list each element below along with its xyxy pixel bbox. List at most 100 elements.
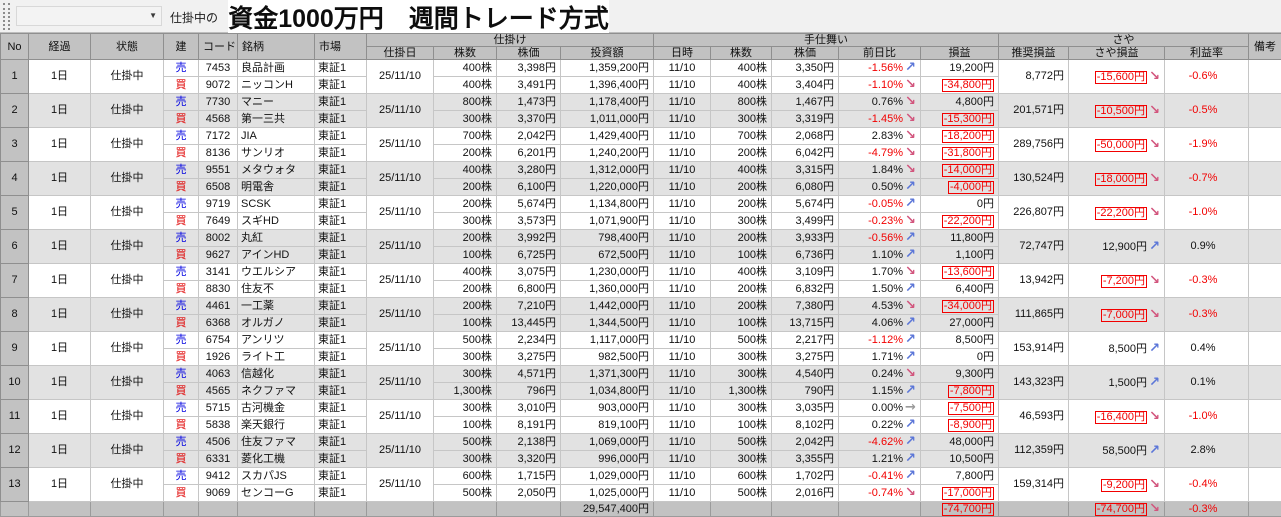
cell-profit-rate[interactable]: -1.0% [1165, 400, 1249, 434]
cell-amount[interactable]: 1,025,000円 [561, 485, 654, 502]
cell-note[interactable] [1249, 298, 1281, 332]
cell-code[interactable]: 6508 [199, 179, 238, 196]
cell-day-change[interactable]: -1.45%↘ [839, 111, 921, 128]
cell-day-change[interactable]: -4.79%↘ [839, 145, 921, 162]
cell-name[interactable]: ニッコンH [238, 77, 315, 94]
cell-pnl[interactable]: -4,000円 [921, 179, 999, 196]
cell-exit-date[interactable]: 11/10 [654, 451, 711, 468]
cell-saya-pnl[interactable]: 58,500円↗ [1069, 434, 1165, 468]
cell-pnl[interactable]: 27,000円 [921, 315, 999, 332]
cell-no[interactable]: 5 [1, 196, 29, 230]
cell-amount[interactable]: 1,429,400円 [561, 128, 654, 145]
cell-day-change[interactable]: 1.70%↘ [839, 264, 921, 281]
cell-profit-rate[interactable]: -0.6% [1165, 60, 1249, 94]
cell-side[interactable]: 売 [164, 332, 199, 349]
cell-pnl[interactable]: -8,900円 [921, 417, 999, 434]
cell-pnl[interactable]: 1,100円 [921, 247, 999, 264]
cell-name[interactable]: アインHD [238, 247, 315, 264]
cell-exit-shares[interactable]: 400株 [711, 60, 772, 77]
cell-name[interactable]: 良品計画 [238, 60, 315, 77]
cell-entry-date[interactable]: 25/11/10 [367, 264, 434, 298]
cell-entry-date[interactable]: 25/11/10 [367, 128, 434, 162]
cell-amount[interactable]: 1,220,000円 [561, 179, 654, 196]
cell-note[interactable] [1249, 264, 1281, 298]
cell-day-change[interactable]: -4.62%↗ [839, 434, 921, 451]
cell-code[interactable]: 8002 [199, 230, 238, 247]
cell-side[interactable]: 売 [164, 60, 199, 77]
cell-exit-date[interactable]: 11/10 [654, 230, 711, 247]
cell-code[interactable]: 7453 [199, 60, 238, 77]
cell-status[interactable]: 仕掛中 [91, 366, 164, 400]
cell-exit-shares[interactable]: 200株 [711, 196, 772, 213]
cell-price[interactable]: 6,725円 [497, 247, 561, 264]
cell-saya-pnl[interactable]: -22,200円↘ [1069, 196, 1165, 230]
cell-amount[interactable]: 1,230,000円 [561, 264, 654, 281]
cell-saya-pnl[interactable]: -9,200円↘ [1069, 468, 1165, 502]
cell-day-change[interactable]: 2.83%↘ [839, 128, 921, 145]
cell-pnl[interactable]: -34,800円 [921, 77, 999, 94]
cell-code[interactable]: 6331 [199, 451, 238, 468]
cell-pnl[interactable]: 6,400円 [921, 281, 999, 298]
cell-no[interactable]: 12 [1, 434, 29, 468]
cell-market[interactable]: 東証1 [315, 264, 367, 281]
cell-shares[interactable]: 100株 [434, 315, 497, 332]
cell-shares[interactable]: 600株 [434, 468, 497, 485]
cell-shares[interactable]: 1,300株 [434, 383, 497, 400]
total-name[interactable] [238, 502, 315, 517]
cell-saya-pnl[interactable]: -16,400円↘ [1069, 400, 1165, 434]
cell-shares[interactable]: 200株 [434, 145, 497, 162]
cell-day-change[interactable]: 0.24%↘ [839, 366, 921, 383]
cell-note[interactable] [1249, 94, 1281, 128]
cell-entry-date[interactable]: 25/11/10 [367, 196, 434, 230]
cell-day-change[interactable]: -0.41%↗ [839, 468, 921, 485]
cell-shares[interactable]: 200株 [434, 196, 497, 213]
cell-note[interactable] [1249, 332, 1281, 366]
cell-day-change[interactable]: -0.56%↗ [839, 230, 921, 247]
cell-note[interactable] [1249, 196, 1281, 230]
cell-amount[interactable]: 996,000円 [561, 451, 654, 468]
cell-pnl[interactable]: -17,000円 [921, 485, 999, 502]
cell-profit-rate[interactable]: -0.4% [1165, 468, 1249, 502]
cell-exit-shares[interactable]: 100株 [711, 315, 772, 332]
cell-market[interactable]: 東証1 [315, 196, 367, 213]
cell-shares[interactable]: 400株 [434, 77, 497, 94]
cell-amount[interactable]: 1,069,000円 [561, 434, 654, 451]
cell-rec-pnl[interactable]: 289,756円 [999, 128, 1069, 162]
total-shares[interactable] [434, 502, 497, 517]
cell-market[interactable]: 東証1 [315, 179, 367, 196]
cell-market[interactable]: 東証1 [315, 77, 367, 94]
total-saya-pnl[interactable]: -74,700円↘ [1069, 502, 1165, 517]
cell-side[interactable]: 売 [164, 298, 199, 315]
cell-day-change[interactable]: -1.56%↗ [839, 60, 921, 77]
cell-price[interactable]: 3,398円 [497, 60, 561, 77]
cell-name[interactable]: 住友不 [238, 281, 315, 298]
cell-elapsed[interactable]: 1日 [29, 264, 91, 298]
cell-status[interactable]: 仕掛中 [91, 468, 164, 502]
cell-market[interactable]: 東証1 [315, 247, 367, 264]
cell-exit-shares[interactable]: 300株 [711, 451, 772, 468]
cell-code[interactable]: 9072 [199, 77, 238, 94]
cell-name[interactable]: 一工薬 [238, 298, 315, 315]
cell-side[interactable]: 買 [164, 281, 199, 298]
cell-market[interactable]: 東証1 [315, 162, 367, 179]
cell-entry-date[interactable]: 25/11/10 [367, 94, 434, 128]
cell-side[interactable]: 売 [164, 264, 199, 281]
cell-pnl[interactable]: 48,000円 [921, 434, 999, 451]
total-pnl[interactable]: -74,700円 [921, 502, 999, 517]
cell-exit-date[interactable]: 11/10 [654, 383, 711, 400]
cell-entry-date[interactable]: 25/11/10 [367, 468, 434, 502]
cell-exit-date[interactable]: 11/10 [654, 332, 711, 349]
cell-exit-date[interactable]: 11/10 [654, 281, 711, 298]
cell-code[interactable]: 6754 [199, 332, 238, 349]
cell-entry-date[interactable]: 25/11/10 [367, 434, 434, 468]
cell-price[interactable]: 3,992円 [497, 230, 561, 247]
cell-amount[interactable]: 1,371,300円 [561, 366, 654, 383]
cell-side[interactable]: 買 [164, 247, 199, 264]
cell-pnl[interactable]: 11,800円 [921, 230, 999, 247]
cell-exit-shares[interactable]: 500株 [711, 434, 772, 451]
cell-exit-shares[interactable]: 500株 [711, 332, 772, 349]
cell-rec-pnl[interactable]: 13,942円 [999, 264, 1069, 298]
cell-market[interactable]: 東証1 [315, 417, 367, 434]
cell-saya-pnl[interactable]: -15,600円↘ [1069, 60, 1165, 94]
cell-entry-date[interactable]: 25/11/10 [367, 332, 434, 366]
